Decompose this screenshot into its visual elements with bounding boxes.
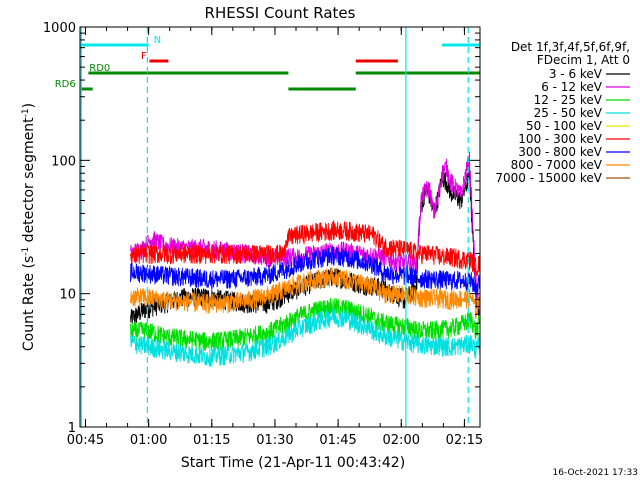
y-axis-label: Count Rate (s-1 detector segment-1)	[21, 103, 37, 351]
legend-label-100-300-kev: 100 - 300 keV	[518, 132, 602, 146]
y-tick-label: 10	[59, 288, 76, 303]
attenuator-bars-layer: NF RD0 RD6	[55, 35, 480, 91]
series-100-300-kev-line	[130, 219, 481, 277]
legend-label-7000-15000-kev: 7000 - 15000 keV	[495, 171, 602, 185]
plot-frame	[79, 26, 481, 428]
legend-label-12-25-kev: 12 - 25 keV	[534, 93, 603, 107]
y-tick-label: 100	[51, 154, 76, 169]
x-tick-label: 01:00	[130, 433, 167, 448]
y-axis: 1 10 100 1000	[43, 21, 480, 436]
x-tick-label: 02:15	[446, 433, 483, 448]
series-25-50-kev-line	[130, 307, 481, 367]
state-bar-label: RD6	[55, 79, 76, 90]
x-tick-label: 02:00	[383, 433, 420, 448]
x-tick-label: 00:45	[67, 433, 104, 448]
x-axis-label: Start Time (21-Apr-11 00:43:42)	[181, 455, 405, 471]
legend-label-800-7000-kev: 800 - 7000 keV	[511, 158, 603, 172]
legend-label-6-12-kev: 6 - 12 keV	[541, 80, 603, 94]
series-12-25-kev-line	[130, 297, 481, 352]
x-tick-label: 01:45	[319, 433, 356, 448]
chart-title: RHESSI Count Rates	[205, 4, 356, 22]
series-800-7000-kev-line	[130, 267, 481, 319]
x-tick-label: 01:30	[256, 433, 293, 448]
state-bar-label: F	[141, 51, 147, 62]
x-axis: 00:45 01:00 01:15 01:30 01:45 02:00 02:15	[67, 27, 483, 448]
light-curves-layer	[130, 151, 481, 367]
timestamp: 16-Oct-2021 17:33	[553, 468, 638, 478]
legend-label-3-6-kev: 3 - 6 keV	[549, 67, 603, 81]
legend-header-2: FDecim 1, Att 0	[537, 53, 630, 67]
legend-label-50-100-kev: 50 - 100 keV	[526, 119, 603, 133]
legend-label-300-800-kev: 300 - 800 keV	[518, 145, 602, 159]
y-tick-label: 1000	[43, 21, 76, 36]
legend: Det 1f,3f,4f,5f,6f,9f, FDecim 1, Att 0 3…	[495, 40, 630, 185]
state-bar-label: N	[154, 35, 161, 46]
series-300-800-kev-line	[130, 245, 481, 298]
x-tick-label: 01:15	[193, 433, 230, 448]
time-markers-layer	[80, 27, 469, 427]
state-bar-label: RD0	[89, 63, 110, 74]
legend-header-1: Det 1f,3f,4f,5f,6f,9f,	[511, 40, 630, 54]
y-tick-label: 1	[68, 421, 76, 436]
series-6-12-kev-line	[130, 151, 481, 310]
legend-label-25-50-kev: 25 - 50 keV	[534, 106, 603, 120]
